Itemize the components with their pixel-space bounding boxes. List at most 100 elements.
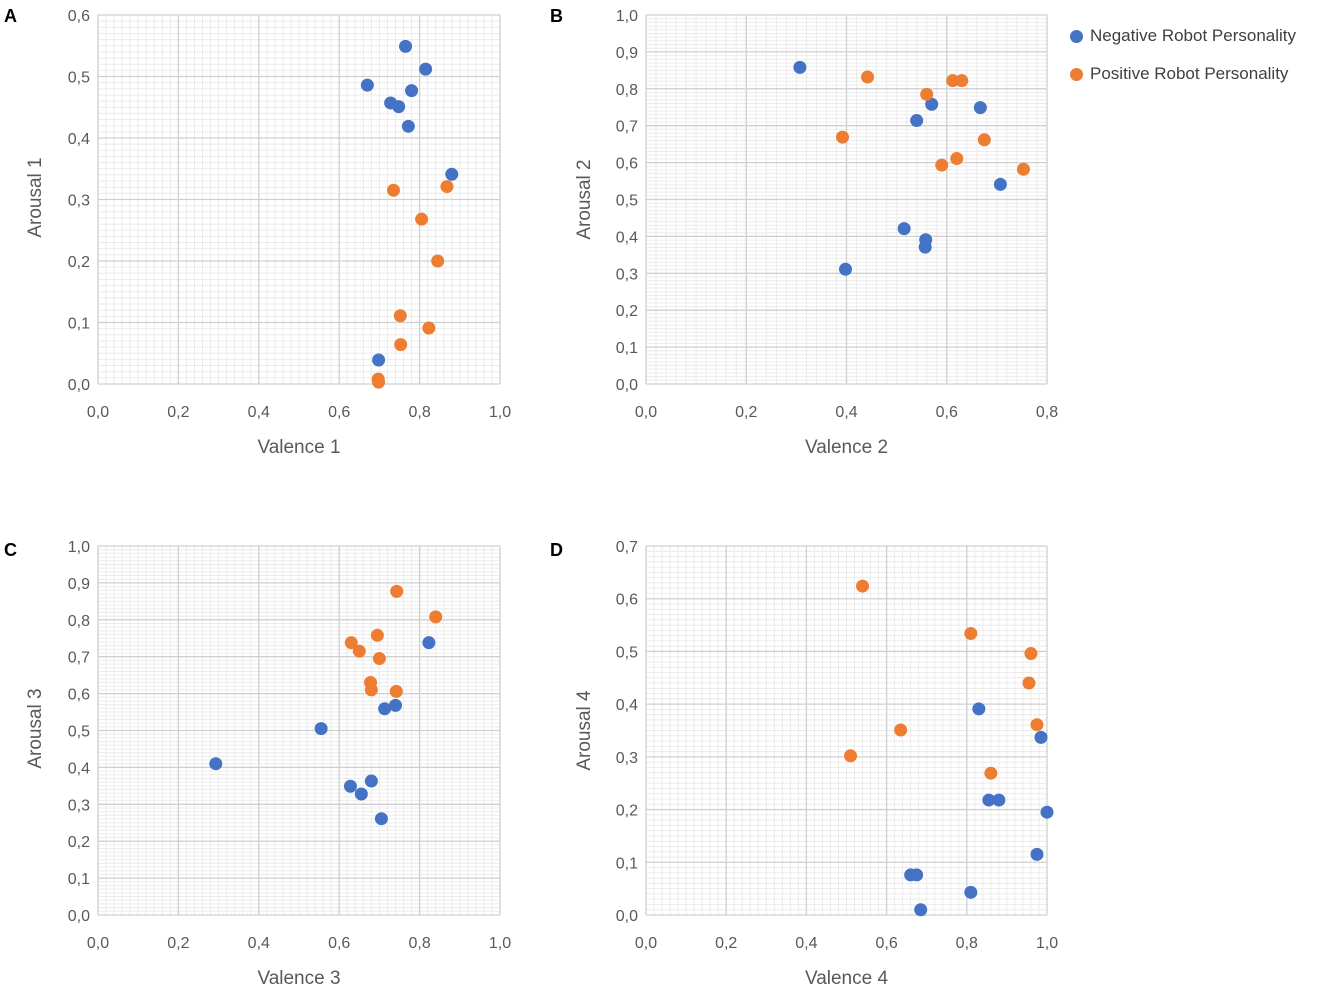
- data-point-positive: [393, 309, 407, 323]
- x-tick-label: 1,0: [1036, 935, 1058, 952]
- y-tick-label: 0,6: [616, 156, 638, 173]
- x-tick-label: 0,2: [715, 935, 737, 952]
- data-point-negative: [982, 793, 996, 807]
- y-tick-label: 0,4: [616, 697, 638, 714]
- y-axis-title-c: Arousal 3: [25, 688, 46, 768]
- panel-letter-c: C: [4, 540, 17, 560]
- y-tick-label: 0,1: [68, 871, 90, 888]
- data-point-negative: [419, 62, 433, 76]
- data-point-positive: [935, 158, 949, 172]
- x-tick-label: 0,6: [936, 404, 958, 421]
- major-gridlines-c: [97, 545, 501, 916]
- data-point-positive: [1016, 162, 1030, 176]
- data-point-negative: [209, 757, 223, 771]
- minor-gridlines-d: [646, 546, 1047, 915]
- series-negative-a: [360, 39, 459, 367]
- minor-gridlines-c: [98, 546, 500, 915]
- data-point-negative: [343, 779, 357, 793]
- data-point-positive: [1022, 676, 1036, 690]
- data-point-positive: [372, 375, 386, 389]
- series-negative-c: [209, 636, 436, 826]
- data-point-negative: [388, 698, 402, 712]
- data-point-negative: [973, 101, 987, 115]
- y-tick-label: 0,9: [68, 576, 90, 593]
- major-gridlines-b: [645, 14, 1048, 385]
- x-axis-title-d: Valence 4: [805, 968, 889, 989]
- x-tick-label: 0,8: [956, 935, 978, 952]
- data-point-positive: [977, 133, 991, 147]
- y-tick-label: 0,6: [616, 592, 638, 609]
- panel-b: B 0,0 0,2 0,4 0,6 0,8 0,0 0,1 0,2 0,3 0,4 0,5 0,6 0,…: [550, 6, 1058, 458]
- x-tick-label: 0,4: [248, 404, 270, 421]
- data-point-positive: [950, 152, 964, 166]
- data-point-positive: [856, 579, 870, 593]
- data-point-positive: [440, 180, 454, 194]
- y-tick-label: 0,6: [68, 8, 90, 25]
- data-point-positive: [844, 749, 858, 763]
- x-tick-label: 0,0: [87, 404, 109, 421]
- legend-label-negative: Negative Robot Personality: [1090, 26, 1297, 45]
- data-point-negative: [360, 78, 374, 92]
- y-tick-label: 0,2: [68, 834, 90, 851]
- y-tick-label: 0,2: [616, 303, 638, 320]
- series-negative-d: [904, 702, 1054, 917]
- data-point-negative: [910, 868, 924, 882]
- y-tick-label: 0,8: [68, 613, 90, 630]
- data-point-positive: [389, 684, 403, 698]
- data-point-positive: [431, 254, 445, 268]
- data-point-positive: [1030, 718, 1044, 732]
- x-tick-label: 0,0: [635, 404, 657, 421]
- y-tick-label: 0,5: [616, 644, 638, 661]
- data-point-negative: [354, 787, 368, 801]
- data-point-negative: [378, 702, 392, 716]
- series-positive-c: [344, 584, 443, 698]
- data-point-negative: [445, 167, 459, 181]
- x-tick-label: 0,8: [408, 935, 430, 952]
- data-point-negative: [372, 353, 386, 367]
- y-tick-label: 0,2: [616, 803, 638, 820]
- y-tick-label: 0,3: [616, 750, 638, 767]
- data-point-negative: [399, 39, 413, 53]
- x-tick-label: 0,8: [1036, 404, 1058, 421]
- data-point-negative: [1040, 805, 1054, 819]
- y-axis-title-d: Arousal 4: [574, 690, 595, 771]
- y-tick-label: 0,2: [68, 254, 90, 271]
- data-point-negative: [1034, 730, 1048, 744]
- data-point-negative: [993, 177, 1007, 191]
- x-tick-label: 0,6: [328, 935, 350, 952]
- y-tick-label: 0,9: [616, 45, 638, 62]
- data-point-negative: [364, 774, 378, 788]
- data-point-negative: [392, 100, 406, 114]
- x-axis-title-b: Valence 2: [805, 437, 888, 458]
- data-point-positive: [429, 610, 443, 624]
- x-tick-label: 1,0: [489, 404, 511, 421]
- x-tick-label: 0,8: [408, 404, 430, 421]
- y-tick-label: 0,1: [616, 340, 638, 357]
- data-point-negative: [972, 702, 986, 716]
- panel-a: A 0,0 0,2 0,4 0,6 0,8 1,0 0,0 0,1 0,2 0,3 0,4 0,5 0,…: [4, 6, 511, 458]
- panel-c: C 0,0 0,2 0,4 0,6 0,8 1,0 0,0 0,1 0,2 0,3 0,4 0,5 0,…: [4, 539, 511, 989]
- data-point-negative: [838, 262, 852, 276]
- x-tick-label: 0,4: [835, 404, 857, 421]
- x-axis-title-a: Valence 1: [257, 437, 340, 458]
- data-point-negative: [964, 885, 978, 899]
- x-tick-label: 0,4: [248, 935, 270, 952]
- y-tick-label: 0,1: [68, 316, 90, 333]
- major-gridlines-d: [645, 545, 1048, 916]
- x-tick-label: 0,2: [167, 935, 189, 952]
- x-tick-label: 0,0: [635, 935, 657, 952]
- y-axis-title-a: Arousal 1: [25, 157, 46, 237]
- y-tick-label: 0,4: [616, 229, 638, 246]
- data-point-positive: [835, 130, 849, 144]
- x-axis-title-c: Valence 3: [257, 968, 340, 989]
- major-gridlines-a: [97, 14, 501, 385]
- data-point-negative: [1030, 847, 1044, 861]
- legend-label-positive: Positive Robot Personality: [1090, 64, 1289, 83]
- panel-letter-d: D: [550, 540, 563, 560]
- data-point-positive: [964, 627, 978, 641]
- x-tick-label: 0,6: [328, 404, 350, 421]
- y-tick-label: 1,0: [68, 539, 90, 556]
- data-point-positive: [352, 644, 366, 658]
- y-tick-label: 0,4: [68, 760, 90, 777]
